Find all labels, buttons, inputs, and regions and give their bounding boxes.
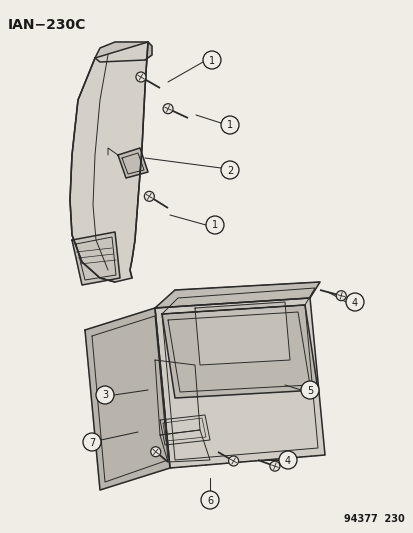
Circle shape xyxy=(300,381,318,399)
Text: 1: 1 xyxy=(209,55,214,66)
Circle shape xyxy=(83,433,101,451)
Polygon shape xyxy=(145,42,152,60)
Text: 7: 7 xyxy=(89,438,95,448)
Text: 4: 4 xyxy=(284,456,290,465)
Text: IAN−230C: IAN−230C xyxy=(8,18,86,32)
Circle shape xyxy=(150,447,160,457)
Circle shape xyxy=(345,293,363,311)
Polygon shape xyxy=(85,308,170,490)
Circle shape xyxy=(206,216,223,234)
Polygon shape xyxy=(72,232,120,285)
Polygon shape xyxy=(195,302,289,365)
Polygon shape xyxy=(154,282,319,308)
Text: 2: 2 xyxy=(226,166,233,175)
Circle shape xyxy=(135,72,146,82)
Circle shape xyxy=(335,290,345,301)
Polygon shape xyxy=(95,42,147,58)
Text: 6: 6 xyxy=(206,496,213,505)
Polygon shape xyxy=(154,298,324,468)
Text: 1: 1 xyxy=(226,120,233,131)
Text: 3: 3 xyxy=(102,391,108,400)
Text: 94377  230: 94377 230 xyxy=(344,514,404,524)
Circle shape xyxy=(221,161,238,179)
Polygon shape xyxy=(161,305,317,398)
Polygon shape xyxy=(70,42,147,282)
Circle shape xyxy=(201,491,218,509)
Circle shape xyxy=(163,104,173,114)
Circle shape xyxy=(221,116,238,134)
Circle shape xyxy=(202,51,221,69)
Text: 5: 5 xyxy=(306,385,312,395)
Circle shape xyxy=(96,386,114,404)
Circle shape xyxy=(144,191,154,201)
Circle shape xyxy=(228,456,238,466)
Polygon shape xyxy=(118,148,147,178)
Text: 1: 1 xyxy=(211,221,218,230)
Circle shape xyxy=(278,451,296,469)
Text: 4: 4 xyxy=(351,297,357,308)
Circle shape xyxy=(269,461,279,471)
